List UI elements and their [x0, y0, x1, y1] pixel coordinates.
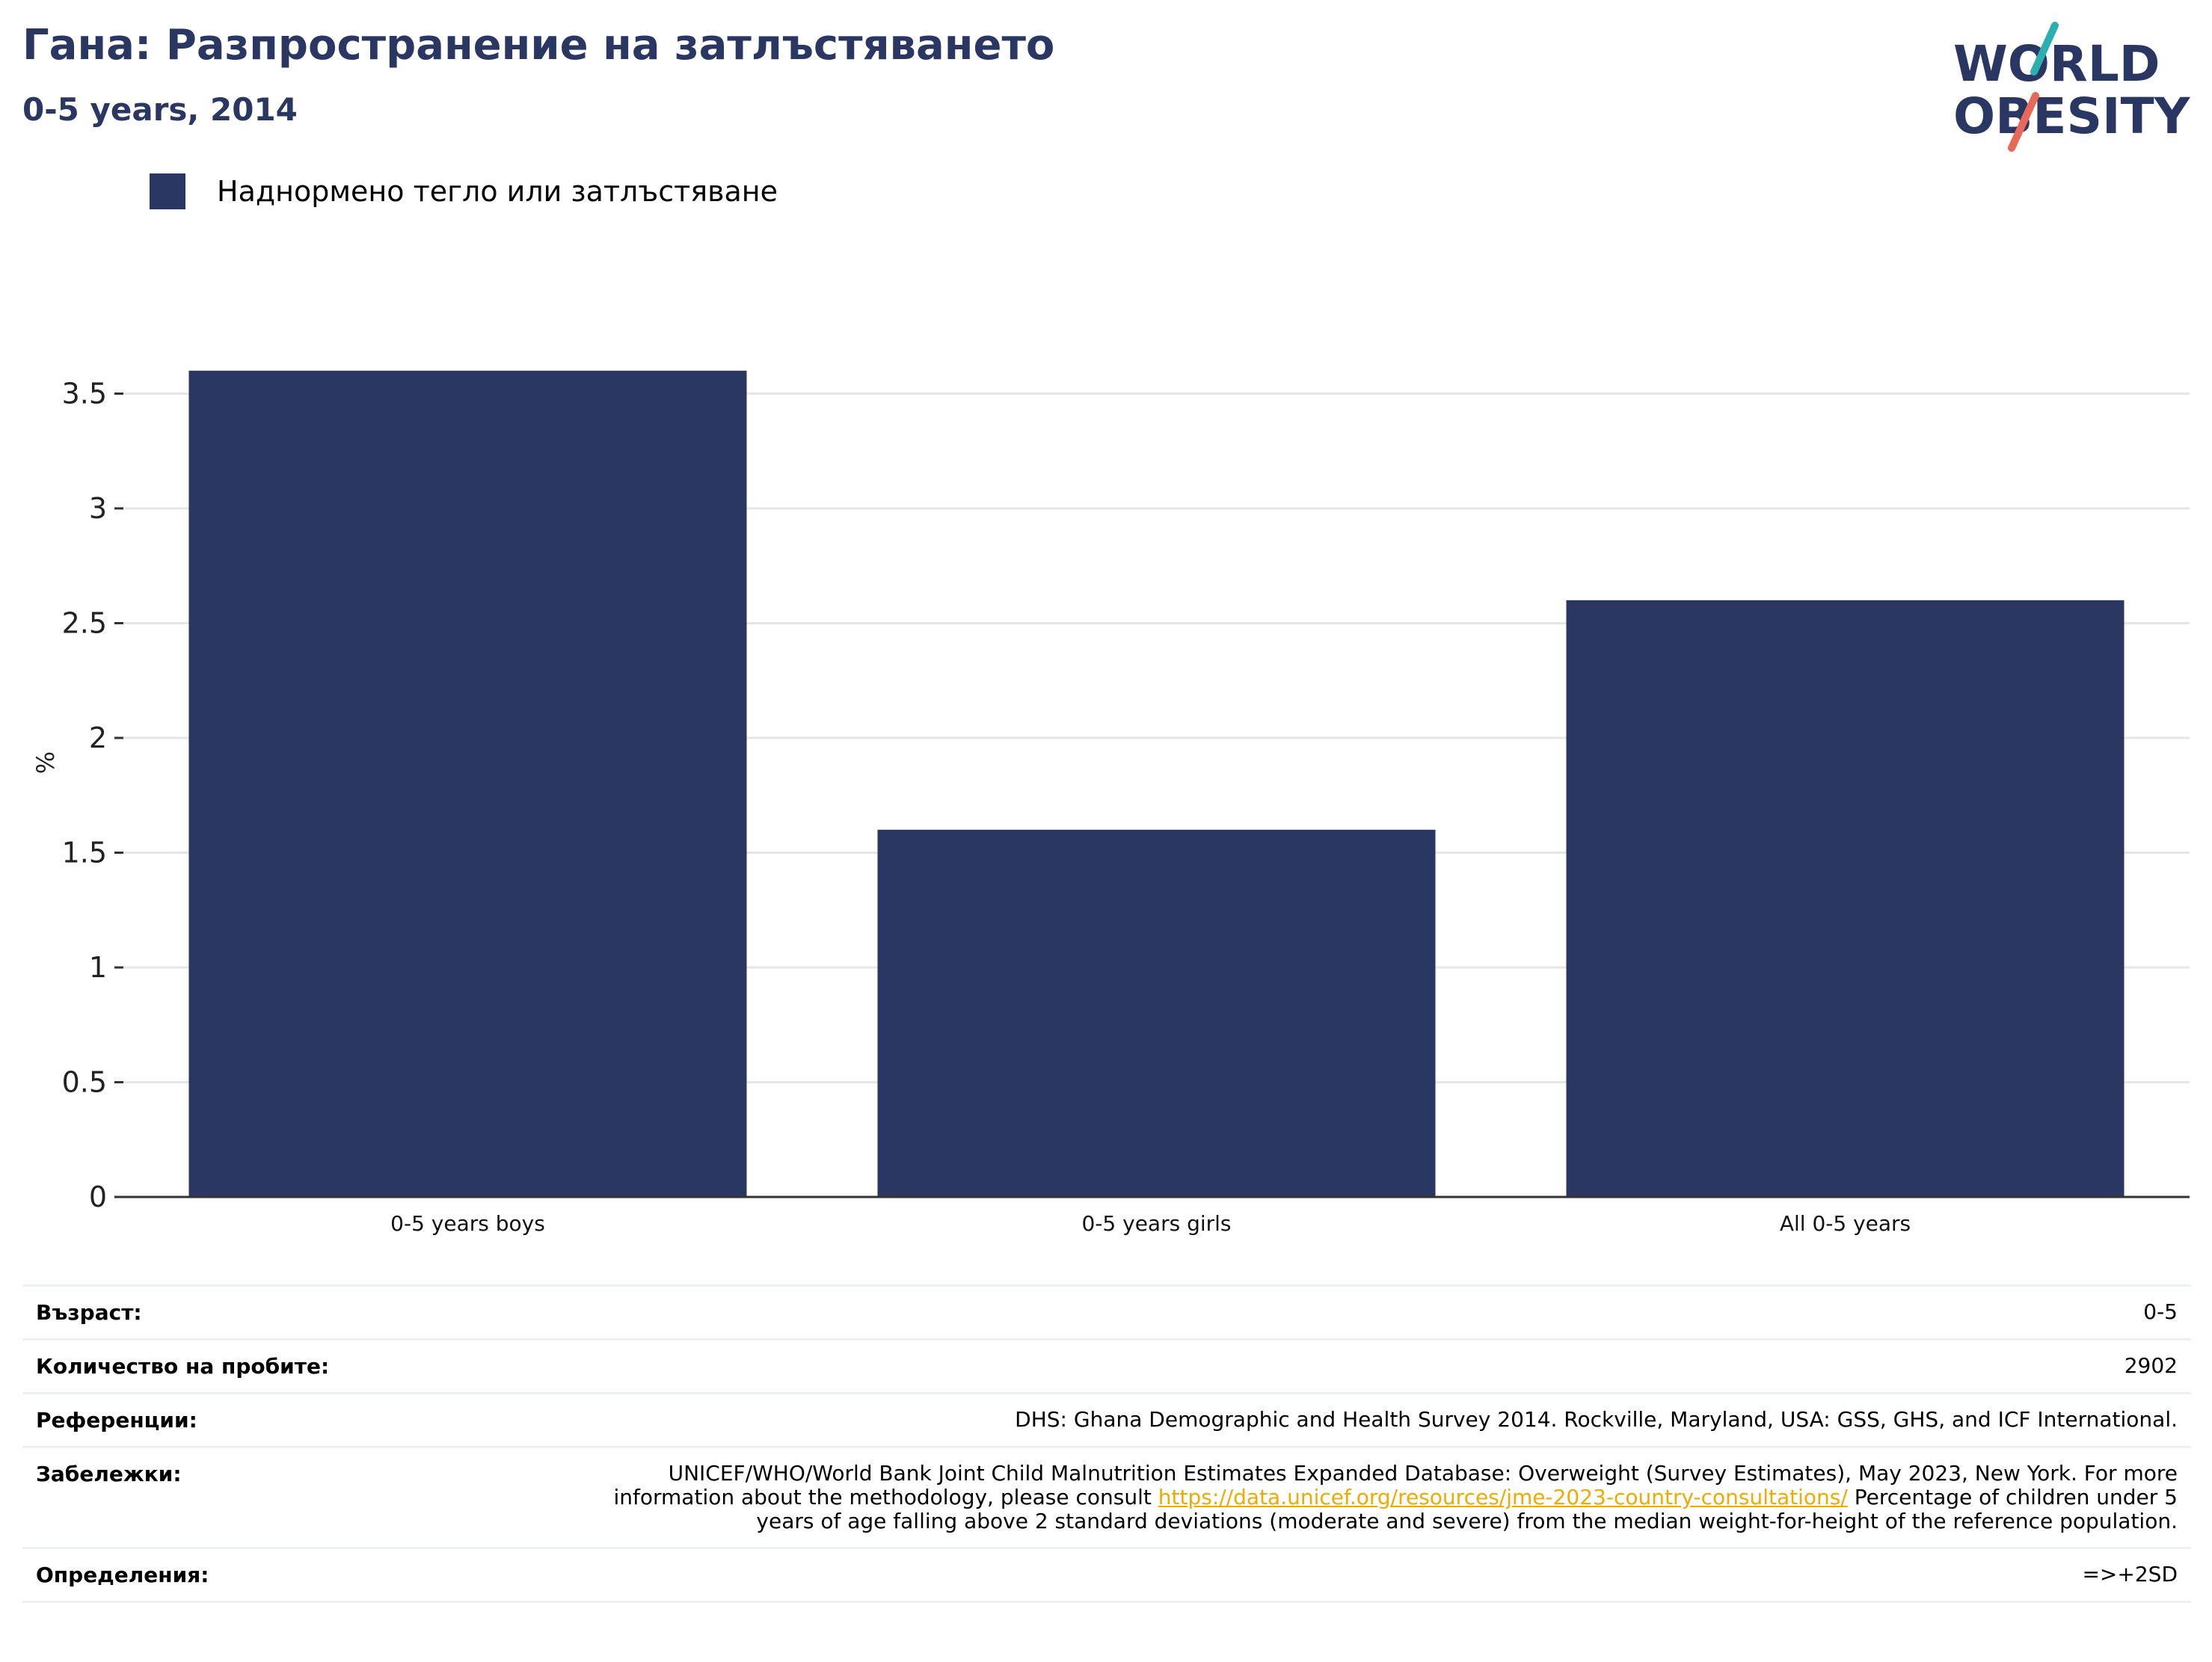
info-row-age: Възраст: 0-5 [22, 1284, 2191, 1338]
info-row-definitions: Определения: =>+2SD [22, 1547, 2191, 1603]
y-tick-label: 1.5 [62, 837, 107, 870]
bar-chart: 0 0.5 1 1.5 2 2.5 3 3.5% 0-5 years boys 0-5 years… [31, 370, 2190, 1237]
world-obesity-logo: WORLD OBESITY [1953, 22, 2191, 152]
legend[interactable]: Наднормено тегло или затлъстяване [150, 173, 778, 209]
bar[interactable] [1566, 600, 2125, 1197]
bar[interactable] [877, 829, 1436, 1197]
notes-label: Забележки: [36, 1462, 182, 1486]
info-row-references: Референции: DHS: Ghana Demographic and H… [22, 1392, 2191, 1446]
definitions-value: =>+2SD [2082, 1562, 2178, 1586]
notes-text-before: UNICEF/WHO/World Bank Joint Child Malnut… [613, 1461, 2178, 1509]
bars [188, 370, 2125, 1197]
y-tick-label: 3 [89, 492, 107, 525]
legend-label: Наднормено тегло или затлъстяване [217, 175, 778, 208]
methodology-link[interactable]: https://data.unicef.org/resources/jme-20… [1158, 1485, 1848, 1509]
y-tick-label: 2.5 [62, 607, 107, 640]
info-row-notes: Забележки: UNICEF/WHO/World Bank Joint C… [22, 1446, 2191, 1547]
x-tick-label: All 0-5 years [1780, 1211, 1911, 1236]
axes [114, 393, 2190, 1198]
y-tick-label: 0.5 [62, 1066, 107, 1099]
y-tick-label: 3.5 [62, 378, 107, 410]
y-tick-label: 2 [89, 721, 107, 754]
bar[interactable] [188, 370, 747, 1197]
y-tick-label: 1 [89, 951, 107, 984]
references-label: Референции: [36, 1408, 197, 1432]
age-label: Възраст: [36, 1300, 142, 1325]
definitions-label: Определения: [36, 1563, 209, 1587]
legend-swatch [150, 173, 185, 209]
x-tick-label: 0-5 years boys [390, 1211, 545, 1236]
chart-title: Гана: Разпространение на затлъстяването [22, 21, 1055, 70]
tick-labels: 0 0.5 1 1.5 2 2.5 3 3.5% 0-5 years boys 0-5 years… [31, 378, 1911, 1237]
notes-value: UNICEF/WHO/World Bank Joint Child Malnut… [607, 1462, 2178, 1533]
notes-text-after: Percentage of children under 5 years of … [756, 1485, 2178, 1533]
logo-text-world: WORLD [1953, 35, 2160, 93]
references-value: DHS: Ghana Demographic and Health Survey… [1015, 1407, 2178, 1432]
sample-size-label: Количество на пробите: [36, 1354, 330, 1379]
chart-subtitle: 0-5 years, 2014 [22, 91, 298, 128]
info-table: Възраст: 0-5 Количество на пробите: 2902… [22, 1284, 2191, 1603]
logo-slash-teal [2030, 22, 2059, 76]
sample-size-value: 2902 [2124, 1353, 2178, 1378]
y-tick-label: 0 [89, 1181, 107, 1213]
info-row-sample: Количество на пробите: 2902 [22, 1338, 2191, 1392]
logo-slash-coral [2008, 92, 2039, 152]
logo-text-obesity: OBESITY [1953, 87, 2191, 145]
x-tick-label: 0-5 years girls [1081, 1211, 1231, 1236]
age-value: 0-5 [2143, 1299, 2178, 1324]
y-axis-label: % [31, 751, 60, 774]
